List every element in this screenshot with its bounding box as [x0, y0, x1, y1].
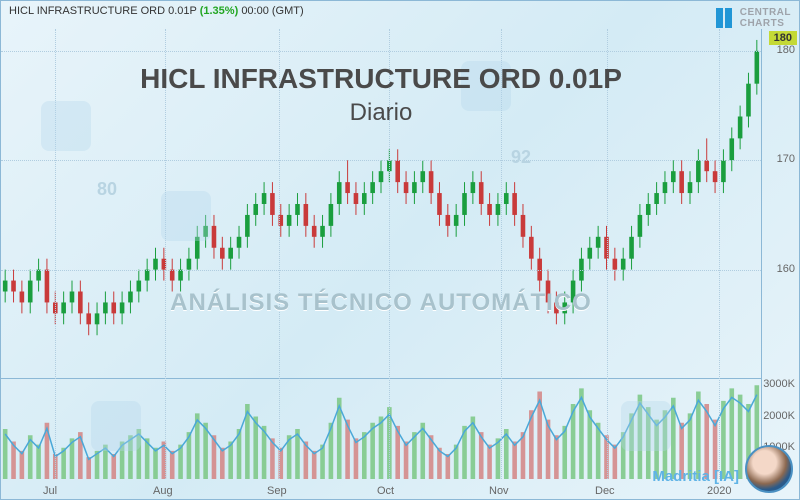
y-tick-label: 160 — [777, 263, 795, 275]
logo-icon — [716, 8, 736, 28]
symbol-name: HICL INFRASTRUCTURE ORD 0.01P — [9, 5, 197, 17]
x-tick-label: Jul — [43, 485, 57, 497]
bg-decor-icon — [621, 401, 671, 451]
timestamp: 00:00 (GMT) — [241, 5, 303, 17]
bg-decor-icon — [91, 401, 141, 451]
chart-title: HICL INFRASTRUCTURE ORD 0.01P — [1, 63, 761, 95]
y-tick-label: 170 — [777, 153, 795, 165]
user-avatar[interactable] — [745, 445, 793, 493]
chart-subtitle: Diario — [1, 99, 761, 127]
grid-line-v — [279, 29, 280, 479]
grid-line-h — [1, 270, 761, 271]
logo-text: CENTRAL CHARTS — [740, 7, 791, 29]
x-tick-label: Dec — [595, 485, 615, 497]
last-price-badge: 180 — [769, 31, 797, 45]
x-tick-label: Aug — [153, 485, 173, 497]
bg-number: 92 — [511, 147, 531, 168]
x-tick-label: Oct — [377, 485, 394, 497]
vol-tick-label: 3000K — [763, 378, 795, 390]
header-bar: HICL INFRASTRUCTURE ORD 0.01P (1.35%) 00… — [9, 5, 304, 17]
bg-number: 80 — [97, 179, 117, 200]
grid-line-h — [1, 160, 761, 161]
x-tick-label: Sep — [267, 485, 287, 497]
grid-line-v — [389, 29, 390, 479]
grid-line-v — [55, 29, 56, 479]
banner-text: ANÁLISIS TÉCNICO AUTOMÁTICO — [1, 289, 761, 317]
y-tick-label: 180 — [777, 44, 795, 56]
x-tick-label: 2020 — [707, 485, 731, 497]
grid-line-v — [607, 29, 608, 479]
vol-tick-label: 2000K — [763, 410, 795, 422]
x-tick-label: Nov — [489, 485, 509, 497]
bg-decor-icon — [161, 191, 211, 241]
grid-line-v — [719, 29, 720, 479]
brand-logo: CENTRAL CHARTS — [716, 7, 791, 29]
chart-container: HICL INFRASTRUCTURE ORD 0.01P (1.35%) 00… — [0, 0, 800, 500]
grid-line-v — [165, 29, 166, 479]
pct-change: (1.35%) — [200, 5, 239, 17]
grid-line-h — [1, 51, 761, 52]
attribution: Madritia [IA] — [652, 468, 739, 485]
